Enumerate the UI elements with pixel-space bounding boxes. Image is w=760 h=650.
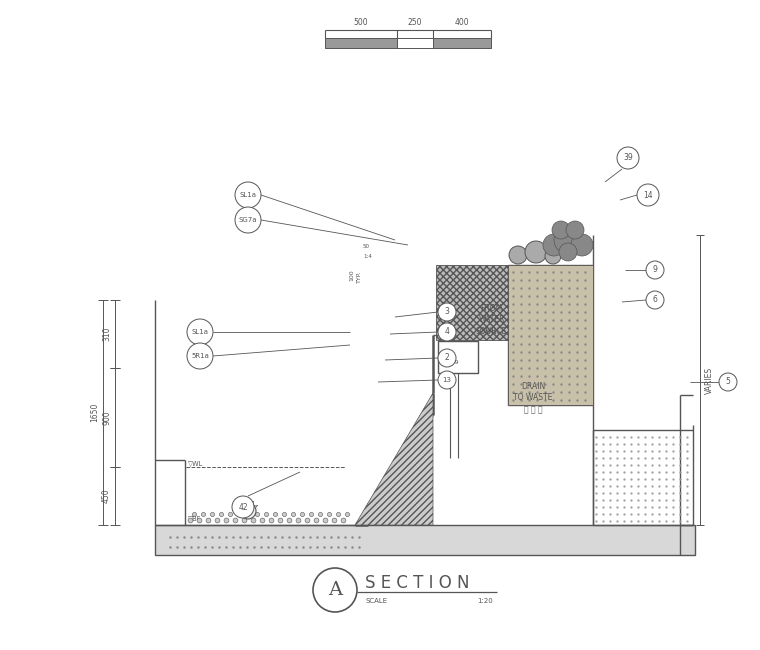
Text: ▽WL: ▽WL <box>188 460 203 466</box>
Text: 5: 5 <box>726 378 730 387</box>
Text: 5R1a: 5R1a <box>191 353 209 359</box>
Circle shape <box>552 221 570 239</box>
Text: 900: 900 <box>102 410 111 425</box>
Text: ▽BF: ▽BF <box>188 515 201 521</box>
Circle shape <box>571 234 593 256</box>
Polygon shape <box>355 393 433 525</box>
Text: 250: 250 <box>408 18 423 27</box>
Text: 13: 13 <box>442 377 451 383</box>
Text: 2: 2 <box>445 354 449 363</box>
Text: 100: 100 <box>349 269 354 281</box>
Text: TYP.: TYP. <box>357 270 362 283</box>
Text: SCALE: SCALE <box>365 598 387 604</box>
Text: ▽BF 9: ▽BF 9 <box>440 359 458 364</box>
Text: ▽WL: ▽WL <box>481 327 496 333</box>
Circle shape <box>240 503 256 519</box>
Circle shape <box>617 147 639 169</box>
Circle shape <box>313 568 357 612</box>
Circle shape <box>438 323 456 341</box>
Circle shape <box>543 234 565 256</box>
Text: 310: 310 <box>102 327 111 341</box>
Circle shape <box>559 243 577 261</box>
Text: 1:20: 1:20 <box>477 598 493 604</box>
Circle shape <box>637 184 659 206</box>
Circle shape <box>187 319 213 345</box>
Circle shape <box>232 496 254 518</box>
Text: 1650: 1650 <box>90 403 99 422</box>
Circle shape <box>554 226 582 254</box>
Text: DRAIN
TO WASTE
排 排 水: DRAIN TO WASTE 排 排 水 <box>513 382 553 414</box>
Text: 4: 4 <box>445 328 449 337</box>
Circle shape <box>545 248 561 264</box>
Bar <box>436 265 511 340</box>
Text: 500: 500 <box>353 18 369 27</box>
Circle shape <box>235 207 261 233</box>
Circle shape <box>235 182 261 208</box>
Bar <box>155 525 695 555</box>
Text: 450: 450 <box>102 489 111 503</box>
Bar <box>325 38 397 48</box>
Circle shape <box>525 241 547 263</box>
Text: SG7a: SG7a <box>239 217 257 223</box>
Bar <box>433 38 491 48</box>
Text: 400: 400 <box>454 18 470 27</box>
Text: 50: 50 <box>363 244 370 249</box>
Bar <box>397 38 433 48</box>
Circle shape <box>187 343 213 369</box>
Bar <box>438 341 478 373</box>
Text: A: A <box>328 581 342 599</box>
Bar <box>508 265 593 405</box>
Text: S E C T I O N: S E C T I O N <box>365 574 469 592</box>
Text: 42: 42 <box>238 502 248 512</box>
Text: 6: 6 <box>653 296 657 304</box>
Circle shape <box>566 221 584 239</box>
Text: VARIES: VARIES <box>705 367 714 393</box>
Circle shape <box>719 373 737 391</box>
Circle shape <box>509 246 527 264</box>
Text: 9: 9 <box>653 265 657 274</box>
Circle shape <box>438 349 456 367</box>
Text: SL1a: SL1a <box>239 192 256 198</box>
Circle shape <box>646 291 664 309</box>
Circle shape <box>646 261 664 279</box>
Circle shape <box>438 303 456 321</box>
Text: 3: 3 <box>445 307 449 317</box>
Text: 1:4: 1:4 <box>363 254 372 259</box>
Circle shape <box>438 371 456 389</box>
Text: FROM
WATER
SOURCE: FROM WATER SOURCE <box>476 304 507 336</box>
Text: SL1a: SL1a <box>192 329 208 335</box>
Text: 14: 14 <box>643 190 653 200</box>
Text: 39: 39 <box>623 153 633 162</box>
